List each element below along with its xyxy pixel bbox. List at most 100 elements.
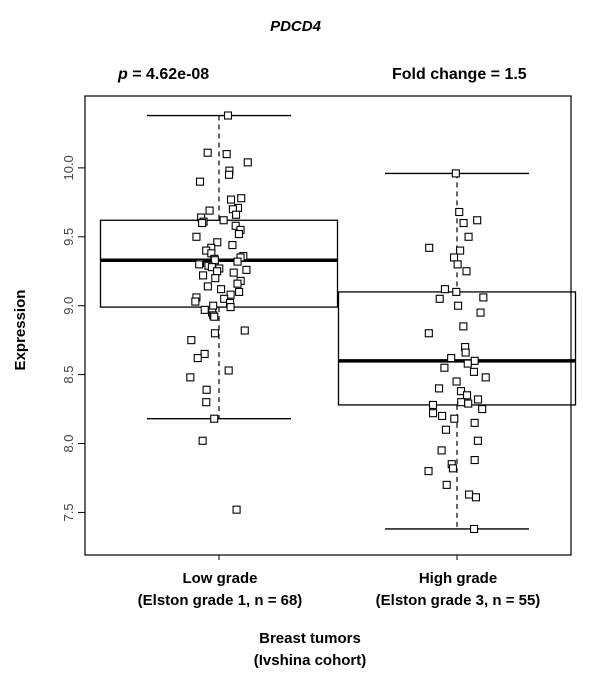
fold-change-label: Fold change = 1.5 bbox=[392, 66, 527, 83]
y-tick-label: 10.0 bbox=[61, 155, 76, 180]
data-point bbox=[476, 308, 485, 317]
data-point bbox=[447, 354, 456, 363]
y-tick-label: 9.0 bbox=[61, 297, 76, 315]
data-point bbox=[462, 267, 471, 276]
data-point bbox=[461, 348, 470, 357]
p-symbol: p bbox=[118, 66, 128, 83]
category-label-high-grade: High grade (Elston grade 3, n = 55) bbox=[328, 568, 588, 612]
data-point bbox=[235, 287, 244, 296]
data-point bbox=[464, 399, 473, 408]
data-point bbox=[456, 387, 466, 396]
data-point bbox=[202, 398, 211, 407]
data-point bbox=[231, 210, 241, 219]
data-point bbox=[198, 218, 207, 228]
y-axis-label: Expression bbox=[12, 290, 29, 371]
data-point bbox=[213, 267, 222, 276]
x-axis-label-line1: Breast tumors bbox=[259, 630, 361, 647]
data-point bbox=[195, 177, 205, 186]
data-point bbox=[473, 216, 482, 225]
data-point bbox=[233, 279, 242, 288]
data-point bbox=[219, 216, 228, 225]
data-point bbox=[451, 169, 460, 178]
data-point bbox=[222, 150, 231, 159]
data-point bbox=[465, 490, 474, 499]
data-point bbox=[200, 305, 209, 314]
data-point bbox=[211, 274, 220, 283]
data-point bbox=[195, 260, 204, 269]
data-point bbox=[442, 480, 451, 489]
category-name: Low grade bbox=[182, 570, 258, 587]
data-point bbox=[199, 271, 208, 280]
data-point bbox=[209, 301, 218, 310]
x-axis-label-line2: (Ivshina cohort) bbox=[253, 652, 367, 669]
data-point bbox=[210, 329, 220, 338]
data-point bbox=[232, 505, 241, 514]
data-point bbox=[187, 336, 196, 345]
data-point bbox=[429, 409, 438, 418]
data-point bbox=[228, 241, 237, 250]
data-point bbox=[462, 391, 472, 400]
data-point bbox=[192, 232, 201, 241]
data-point bbox=[233, 257, 242, 266]
data-point bbox=[435, 294, 444, 303]
data-point bbox=[438, 411, 447, 421]
data-point bbox=[452, 377, 461, 386]
data-point bbox=[217, 285, 226, 294]
data-point bbox=[478, 405, 487, 414]
data-point bbox=[203, 282, 212, 291]
data-point bbox=[470, 418, 479, 427]
data-point bbox=[226, 195, 236, 204]
data-point bbox=[191, 297, 200, 306]
data-point bbox=[479, 293, 488, 302]
data-point bbox=[448, 464, 458, 473]
data-point bbox=[203, 148, 212, 157]
p-value-label: p = 4.62e-08 bbox=[118, 66, 209, 84]
data-point bbox=[224, 366, 233, 375]
p-value: = 4.62e-08 bbox=[132, 66, 210, 83]
data-point bbox=[470, 356, 479, 365]
data-point bbox=[220, 294, 229, 303]
data-point bbox=[453, 260, 462, 269]
data-point bbox=[198, 436, 207, 445]
data-point bbox=[463, 359, 472, 368]
data-point bbox=[455, 207, 464, 217]
data-point bbox=[226, 303, 235, 312]
data-point bbox=[210, 414, 219, 423]
data-point bbox=[473, 436, 482, 445]
data-point bbox=[441, 425, 451, 434]
data-point bbox=[454, 301, 463, 310]
data-point bbox=[231, 221, 240, 230]
data-point bbox=[457, 398, 466, 407]
data-point bbox=[440, 285, 449, 294]
data-point bbox=[229, 268, 238, 277]
data-point bbox=[456, 246, 465, 255]
data-point bbox=[200, 349, 209, 358]
data-point bbox=[452, 287, 461, 296]
data-point bbox=[449, 253, 459, 262]
category-label-low-grade: Low grade (Elston grade 1, n = 68) bbox=[90, 568, 350, 612]
data-point bbox=[242, 265, 251, 274]
y-tick-label: 8.5 bbox=[61, 366, 76, 384]
data-point bbox=[470, 524, 479, 534]
category-name: High grade bbox=[418, 570, 498, 587]
y-tick-label: 8.0 bbox=[61, 434, 76, 452]
data-point bbox=[481, 373, 490, 382]
data-point bbox=[450, 414, 459, 423]
box-iqr bbox=[99, 219, 339, 308]
data-point bbox=[224, 170, 234, 179]
data-point bbox=[202, 385, 211, 394]
data-point bbox=[459, 322, 468, 331]
data-point bbox=[437, 446, 446, 455]
data-point bbox=[425, 243, 434, 252]
data-point bbox=[186, 373, 195, 382]
data-point bbox=[205, 206, 214, 215]
data-point bbox=[210, 312, 219, 321]
y-tick-label: 9.5 bbox=[61, 228, 76, 246]
data-point bbox=[226, 290, 235, 299]
data-point bbox=[471, 493, 480, 502]
x-axis-label: Breast tumors (Ivshina cohort) bbox=[145, 628, 475, 672]
chart-title: PDCD4 bbox=[270, 18, 321, 35]
data-point bbox=[464, 232, 473, 241]
data-point bbox=[237, 194, 246, 203]
